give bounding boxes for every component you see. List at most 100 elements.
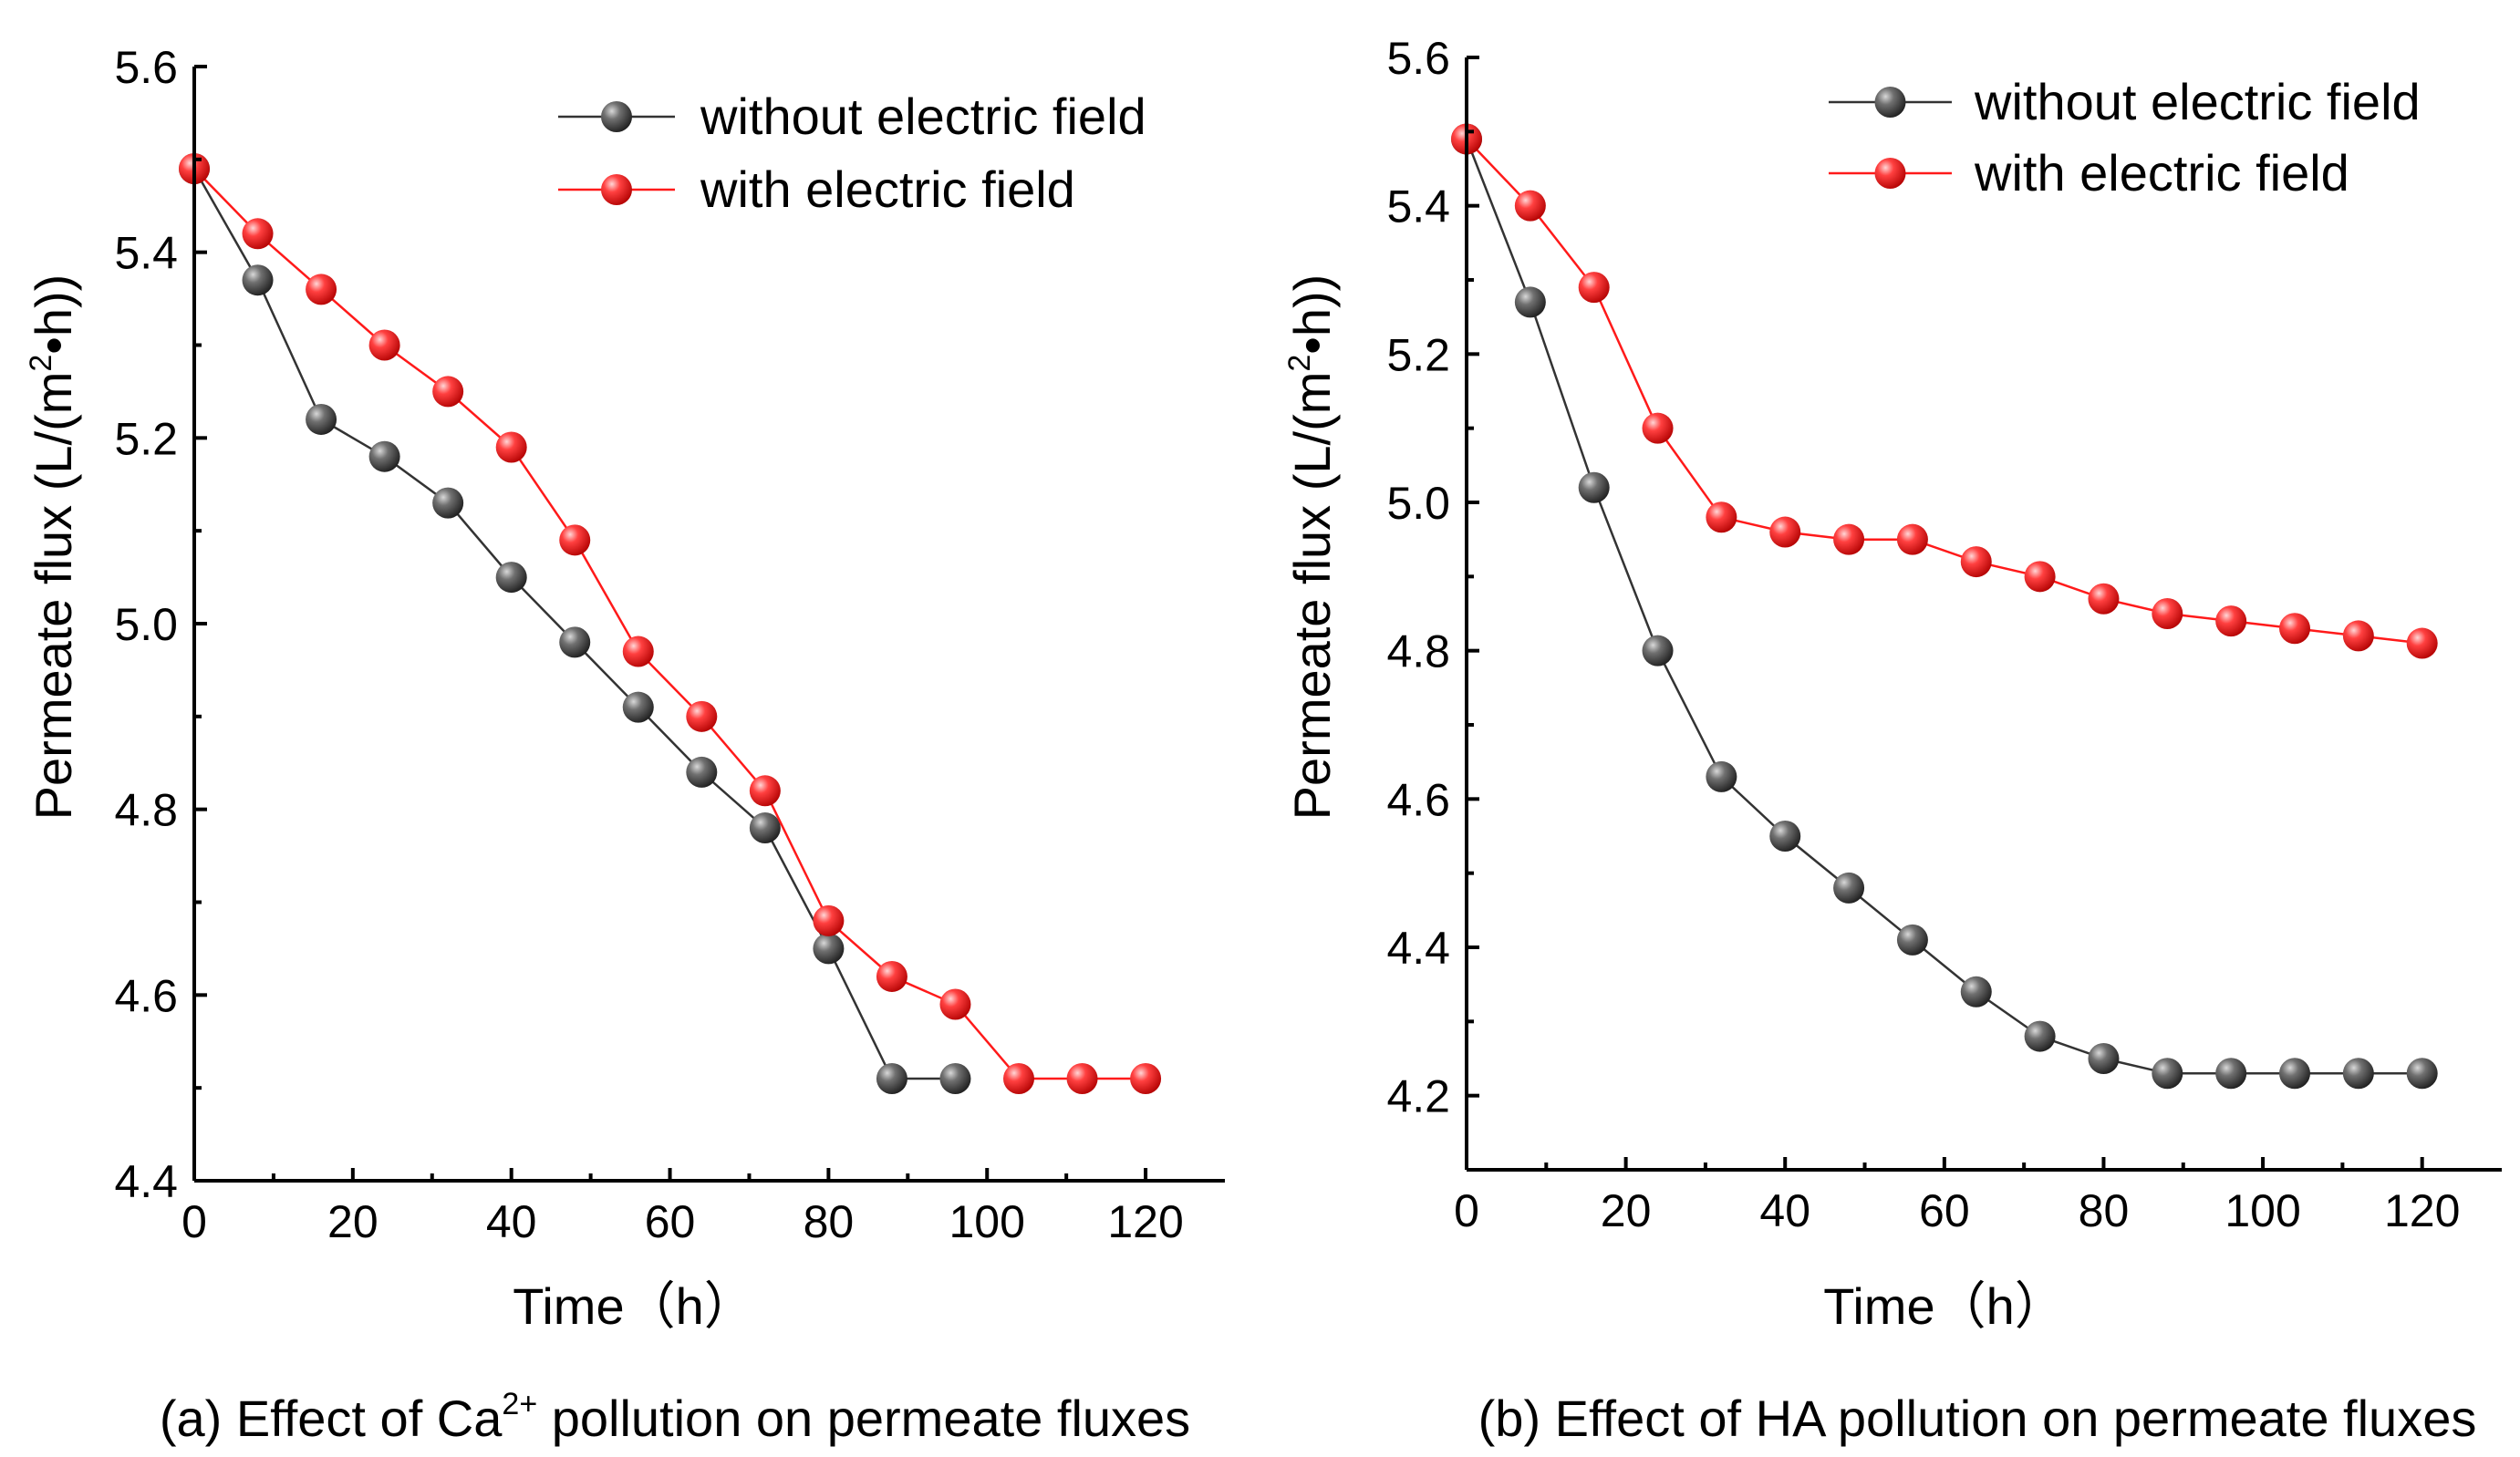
axes-a: 0 20 40 60 80 100 120 4.4 4.6 4.8 5.0 5.2 5.4 5.6: [114, 42, 1225, 1247]
legend-label-without: without electric field: [1974, 73, 2421, 130]
data-point-without: [432, 487, 464, 519]
data-point-with: [2024, 561, 2056, 593]
data-point-without: [2088, 1043, 2120, 1074]
x-tick-label: 60: [645, 1196, 696, 1247]
data-point-with: [2279, 613, 2310, 645]
data-point-with: [2342, 620, 2374, 652]
x-tick-label: 120: [1107, 1196, 1183, 1247]
data-point-with: [622, 636, 654, 667]
data-point-without: [559, 626, 591, 658]
y-tick-label: 5.6: [114, 42, 178, 93]
data-point-with: [1833, 523, 1865, 555]
data-point-with: [749, 775, 781, 807]
data-point-with: [242, 218, 274, 250]
data-point-without: [2406, 1058, 2438, 1090]
chart-panel-a: 0 20 40 60 80 100 120 4.4 4.6 4.8 5.0 5.2 5.4 5.6 wit…: [24, 42, 1225, 1447]
legend-label-without: without electric field: [700, 88, 1146, 145]
data-point-without: [1642, 635, 1674, 666]
data-point-without: [2342, 1058, 2374, 1090]
x-tick-label: 60: [1919, 1185, 1970, 1236]
y-tick-label: 4.4: [114, 1156, 178, 1207]
x-tick-label: 40: [486, 1196, 537, 1247]
data-point-with: [1960, 546, 1992, 578]
y-axis-title-a: Permeate flux (L/(m2•h)): [24, 274, 82, 821]
legend-b: without electric field with electric fiel…: [1829, 73, 2421, 202]
series-line-with: [1466, 138, 2422, 645]
y-tick-label: 5.2: [1386, 329, 1450, 380]
data-point-with: [2088, 583, 2120, 615]
y-tick-label: 4.8: [1386, 626, 1450, 677]
data-point-without: [2279, 1058, 2310, 1090]
data-point-without: [368, 440, 400, 472]
data-point-without: [1514, 286, 1546, 318]
y-tick-label: 4.8: [114, 785, 178, 836]
x-tick-label: 20: [327, 1196, 379, 1247]
data-point-without: [495, 562, 527, 594]
series-layer-b: [1451, 123, 2438, 1090]
x-axis-title-b: Time（h）: [1823, 1277, 2066, 1335]
x-tick-label: 0: [1454, 1185, 1479, 1236]
data-point-with: [686, 700, 718, 732]
data-point-with: [1896, 523, 1928, 555]
data-point-without: [939, 1062, 971, 1094]
data-point-without: [2152, 1058, 2183, 1090]
data-point-without: [1960, 976, 1992, 1008]
data-point-without: [1578, 471, 1610, 503]
y-tick-label: 5.6: [1386, 33, 1450, 84]
data-point-without: [686, 756, 718, 788]
x-tick-label: 120: [2384, 1185, 2460, 1236]
data-point-without: [242, 264, 274, 296]
y-tick-label: 4.6: [114, 970, 178, 1021]
legend-marker-without: [601, 101, 632, 132]
data-point-with: [1769, 516, 1801, 548]
data-point-with: [876, 960, 907, 992]
data-point-with: [2406, 627, 2438, 659]
x-tick-label: 0: [181, 1196, 207, 1247]
data-point-with: [813, 904, 845, 936]
data-point-with: [939, 988, 971, 1020]
legend-a: without electric field with electric fiel…: [558, 88, 1146, 218]
y-axis-title-b: Permeate flux (L/(m2•h)): [1282, 274, 1341, 821]
legend-label-with: with electric field: [1974, 144, 2349, 202]
data-point-without: [749, 812, 781, 844]
data-point-with: [2152, 598, 2183, 629]
data-point-without: [1706, 760, 1737, 792]
y-tick-label: 5.4: [114, 228, 178, 279]
data-point-with: [1514, 190, 1546, 222]
y-tick-label: 5.4: [1386, 181, 1450, 232]
data-point-with: [495, 431, 527, 463]
x-tick-label: 80: [804, 1196, 855, 1247]
caption-a: (a) Effect of Ca2+ pollution on permeate…: [160, 1387, 1190, 1447]
y-tick-label: 5.0: [1386, 478, 1450, 529]
data-point-without: [306, 403, 337, 435]
legend-label-with: with electric field: [700, 160, 1075, 218]
data-point-without: [1833, 872, 1865, 904]
y-tick-label: 4.2: [1386, 1071, 1450, 1122]
data-point-without: [813, 933, 845, 965]
data-point-with: [1066, 1062, 1098, 1094]
y-tick-label: 4.6: [1386, 774, 1450, 825]
y-tick-label: 4.4: [1386, 923, 1450, 974]
data-point-with: [559, 524, 591, 556]
caption-b: (b) Effect of HA pollution on permeate f…: [1478, 1390, 2477, 1447]
chart-panel-b: 0 20 40 60 80 100 1204.24.44.64.85.05.25.45.6 …: [1282, 33, 2502, 1447]
legend-marker-with: [601, 174, 632, 205]
data-point-without: [876, 1062, 907, 1094]
data-point-with: [1706, 501, 1737, 533]
x-tick-label: 80: [2079, 1185, 2130, 1236]
data-point-without: [2024, 1020, 2056, 1052]
y-tick-label: 5.0: [114, 599, 178, 650]
data-point-with: [2215, 605, 2247, 637]
x-axis-title-a: Time（h）: [513, 1277, 755, 1335]
data-point-without: [1896, 924, 1928, 956]
data-point-without: [622, 691, 654, 723]
data-point-with: [1003, 1062, 1034, 1094]
data-point-with: [1642, 412, 1674, 444]
data-point-without: [2215, 1058, 2247, 1090]
x-tick-label: 20: [1601, 1185, 1652, 1236]
y-tick-label: 5.2: [114, 413, 178, 464]
x-tick-label: 40: [1759, 1185, 1810, 1236]
series-line-with: [193, 168, 1146, 1080]
data-point-with: [1578, 272, 1610, 304]
